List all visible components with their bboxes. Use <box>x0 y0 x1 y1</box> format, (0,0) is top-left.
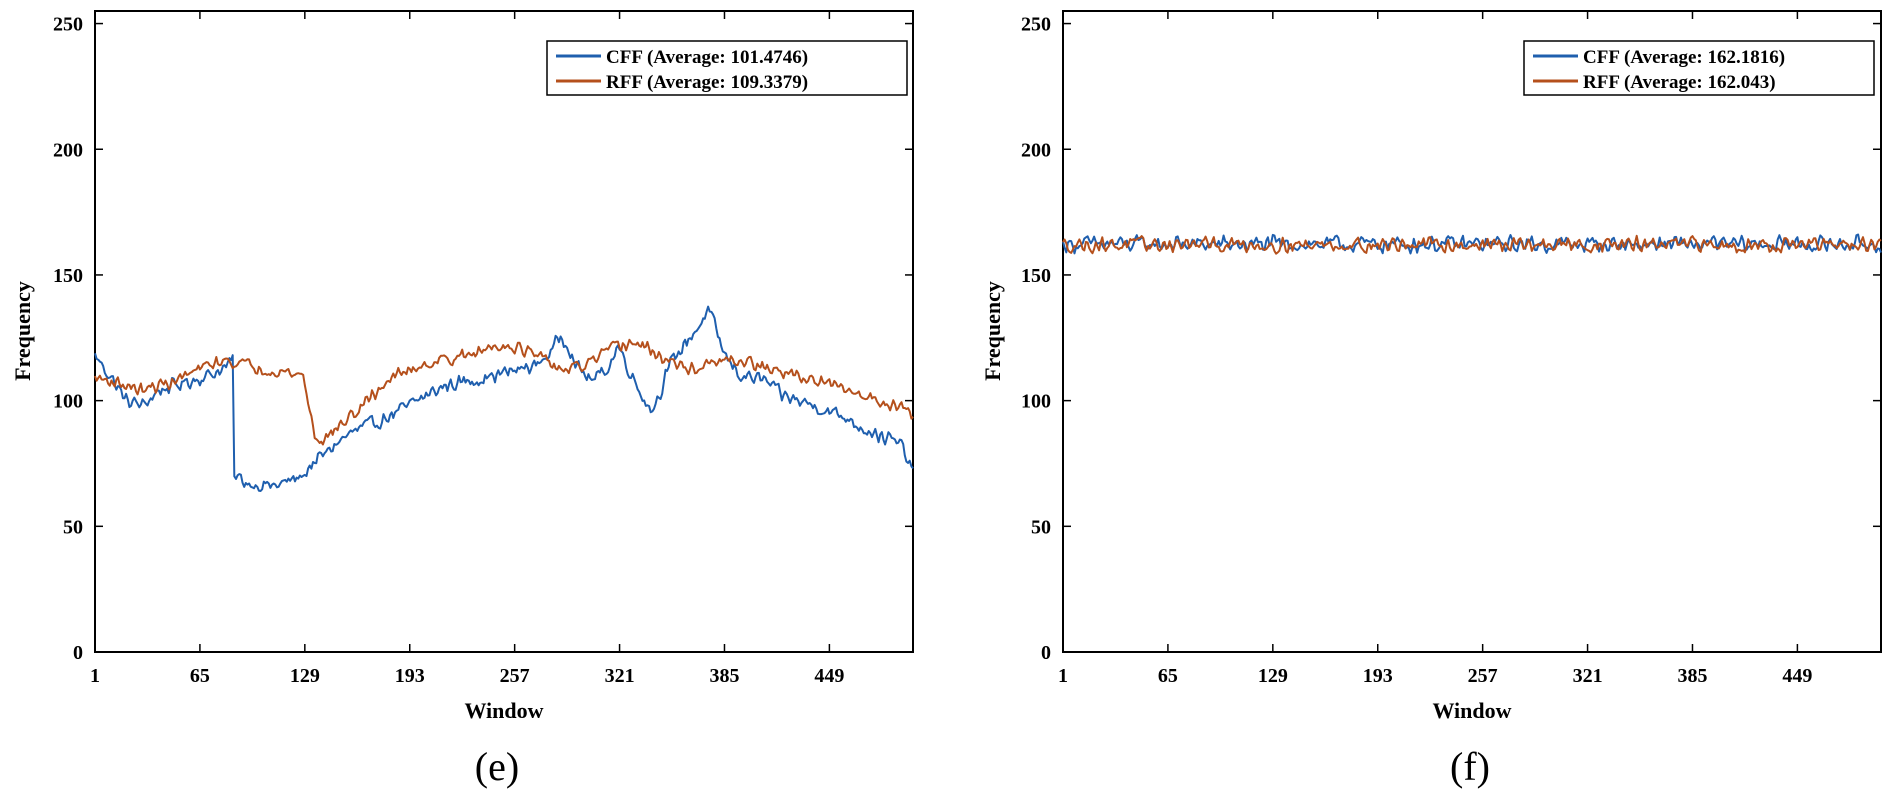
series-line-cff <box>94 305 914 492</box>
y-tick-label: 0 <box>73 642 83 664</box>
chart-panel-f: 1 65 129 193 257 321 385 449 0 50 100 150 200 250 Win… <box>980 10 1882 789</box>
y-tick-label: 150 <box>53 265 83 287</box>
series-lines <box>94 305 914 492</box>
axis-ticks: 1 65 129 193 257 321 385 449 0 50 100 150 200 250 <box>53 11 913 687</box>
axis-ticks: 1 65 129 193 257 321 385 449 0 50 100 150 200 250 <box>1021 11 1881 687</box>
x-tick-label: 321 <box>605 665 635 687</box>
series-line-rff <box>1062 234 1882 255</box>
y-tick-label: 50 <box>63 516 83 538</box>
legend-box <box>1523 40 1875 96</box>
x-axis-title: Window <box>1432 698 1511 723</box>
y-tick-label: 150 <box>1021 265 1051 287</box>
plot-area <box>1062 10 1882 653</box>
x-axis-title: Window <box>464 698 543 723</box>
x-tick-label: 449 <box>814 665 844 687</box>
y-axis-title: Frequency <box>980 281 1005 381</box>
panel-label: (f) <box>1450 744 1490 789</box>
x-tick-label: 193 <box>1363 665 1393 687</box>
x-tick-label: 321 <box>1573 665 1603 687</box>
y-tick-label: 100 <box>1021 391 1051 413</box>
legend-label-cff: CFF (Average: 101.4746) <box>606 47 808 68</box>
legend-box <box>546 40 908 96</box>
x-tick-label: 257 <box>500 665 530 687</box>
x-tick-label: 65 <box>190 665 210 687</box>
plot-area <box>94 10 914 653</box>
y-tick-label: 250 <box>53 14 83 36</box>
y-tick-label: 200 <box>1021 139 1051 161</box>
x-tick-label: 129 <box>1258 665 1288 687</box>
x-tick-label: 1 <box>1058 665 1068 687</box>
y-tick-label: 250 <box>1021 14 1051 36</box>
chart-panel-e: 1 65 129 193 257 321 385 449 0 50 100 150 200 250 Win… <box>10 10 914 789</box>
x-tick-label: 129 <box>290 665 320 687</box>
legend-label-rff: RFF (Average: 162.043) <box>1583 72 1776 93</box>
y-tick-label: 50 <box>1031 516 1051 538</box>
y-axis-title: Frequency <box>10 281 35 381</box>
x-tick-label: 193 <box>395 665 425 687</box>
y-tick-label: 100 <box>53 391 83 413</box>
series-lines <box>1062 233 1882 255</box>
legend-label-cff: CFF (Average: 162.1816) <box>1583 47 1785 68</box>
x-tick-label: 449 <box>1782 665 1812 687</box>
panel-label: (e) <box>475 744 519 789</box>
x-tick-label: 385 <box>709 665 739 687</box>
x-tick-label: 385 <box>1677 665 1707 687</box>
legend: CFF (Average: 162.1816) RFF (Average: 16… <box>1523 40 1875 96</box>
x-tick-label: 257 <box>1468 665 1498 687</box>
y-tick-label: 0 <box>1041 642 1051 664</box>
x-tick-label: 65 <box>1158 665 1178 687</box>
series-line-cff <box>1062 233 1882 255</box>
y-tick-label: 200 <box>53 139 83 161</box>
legend: CFF (Average: 101.4746) RFF (Average: 10… <box>546 40 908 96</box>
x-tick-label: 1 <box>90 665 100 687</box>
series-line-rff <box>94 338 914 446</box>
legend-label-rff: RFF (Average: 109.3379) <box>606 72 808 93</box>
